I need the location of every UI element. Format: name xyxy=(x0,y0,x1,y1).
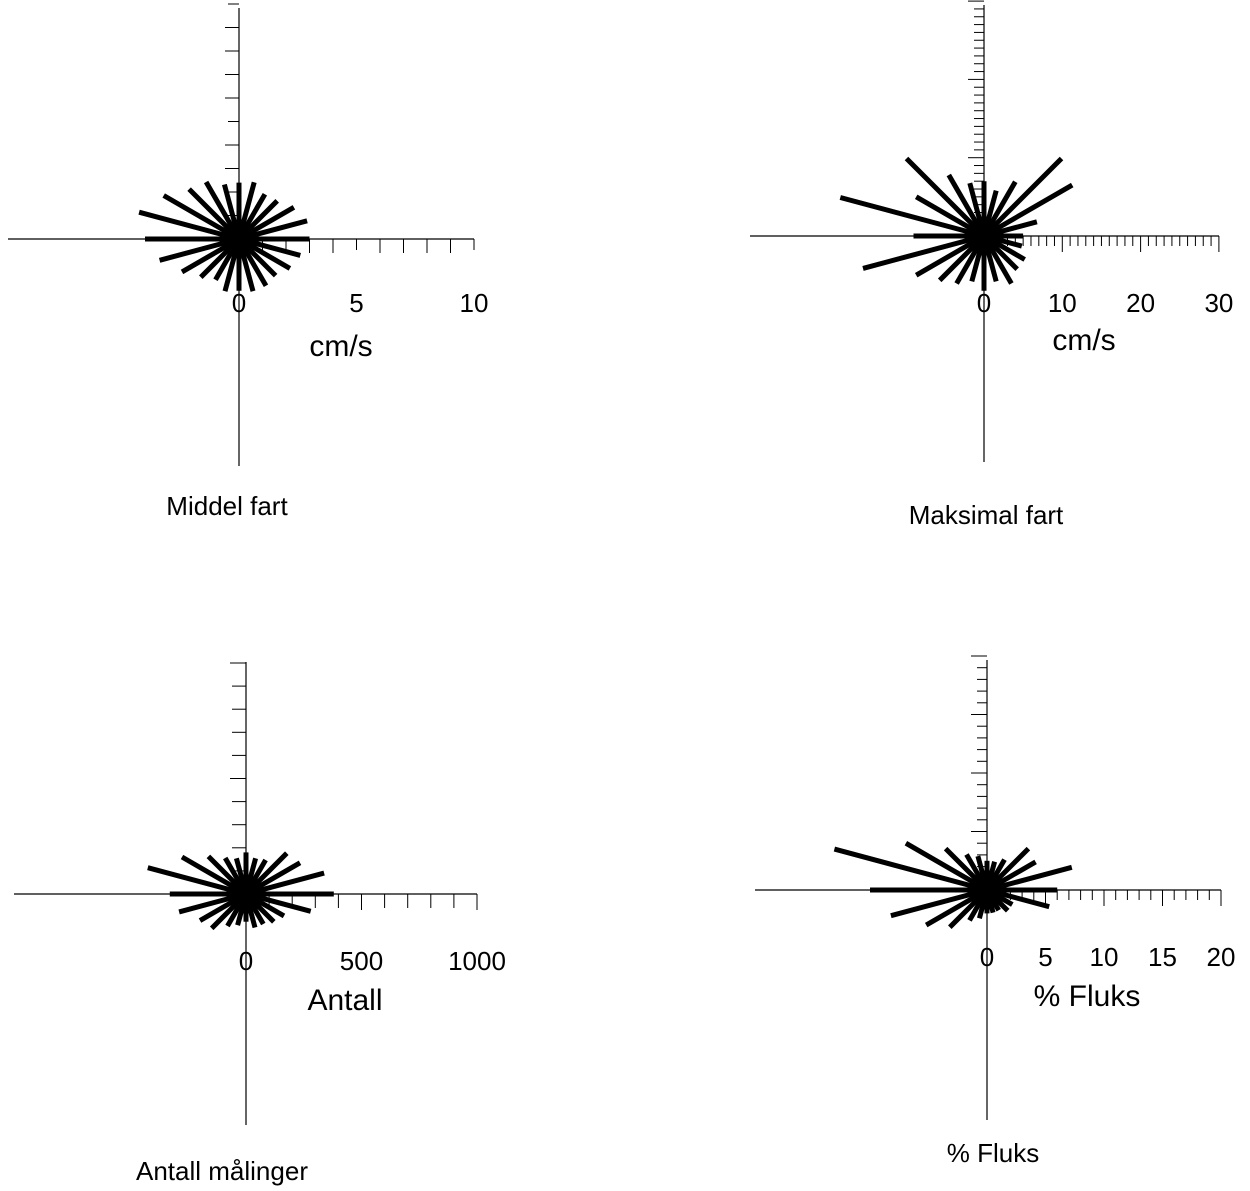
x-tick-label: 5 xyxy=(349,288,363,318)
rose-axes-maksimal-fart xyxy=(750,0,1220,462)
rose-axes-middel-fart xyxy=(8,3,475,466)
rose-panel-fluks: % Fluks % Fluks 0 5 10 15 20 xyxy=(755,655,1236,1168)
x-tick-label: 15 xyxy=(1148,942,1177,972)
rose-ray xyxy=(890,887,988,919)
rose-panel-maksimal-fart: cm/s Maksimal fart 0 10 20 30 xyxy=(750,0,1233,530)
axis-unit-label: % Fluks xyxy=(1034,980,1141,1013)
rose-ray xyxy=(982,182,1074,239)
rose-panel-antall-malinger: Antall Antall målinger 0 500 1000 xyxy=(14,662,506,1186)
x-tick-label: 5 xyxy=(1038,942,1052,972)
rose-rays-maksimal-fart xyxy=(839,156,1074,291)
rose-ray xyxy=(839,195,985,239)
rose-ray xyxy=(162,193,241,242)
rose-rays-antall xyxy=(147,851,334,931)
x-tick-label: 10 xyxy=(460,288,489,318)
axis-unit-label: Antall xyxy=(307,984,382,1017)
rose-ray xyxy=(862,233,985,271)
x-tick-label: 1000 xyxy=(448,946,506,976)
rose-ray xyxy=(904,156,986,238)
rose-axes-antall xyxy=(14,662,478,1125)
x-tick-label: 20 xyxy=(1126,288,1155,318)
x-tick-label: 0 xyxy=(239,946,253,976)
x-tick-label: 0 xyxy=(980,942,994,972)
panel-caption: % Fluks xyxy=(947,1138,1039,1168)
panel-caption: Antall målinger xyxy=(136,1156,308,1186)
rose-ray xyxy=(904,841,989,893)
rose-axes-fluks xyxy=(755,655,1222,1120)
rose-panel-middel-fart: cm/s Middel fart 0 5 10 xyxy=(8,3,489,521)
rose-ray xyxy=(982,156,1064,238)
x-tick-label: 30 xyxy=(1204,288,1233,318)
rose-rays-middel-fart xyxy=(138,180,310,292)
panel-caption: Middel fart xyxy=(166,491,288,521)
rose-rays-fluks xyxy=(833,841,1073,929)
x-tick-label: 10 xyxy=(1048,288,1077,318)
x-tick-label: 0 xyxy=(232,288,246,318)
rose-ray xyxy=(986,864,1073,893)
rose-ray xyxy=(147,865,247,897)
rose-ray xyxy=(833,846,988,893)
rose-ray xyxy=(138,209,240,242)
axis-unit-label: cm/s xyxy=(309,330,372,363)
panel-caption: Maksimal fart xyxy=(909,500,1064,530)
x-tick-label: 500 xyxy=(340,946,383,976)
x-tick-label: 0 xyxy=(977,288,991,318)
x-tick-label: 10 xyxy=(1090,942,1119,972)
axis-unit-label: cm/s xyxy=(1052,324,1115,357)
x-tick-label: 20 xyxy=(1207,942,1236,972)
